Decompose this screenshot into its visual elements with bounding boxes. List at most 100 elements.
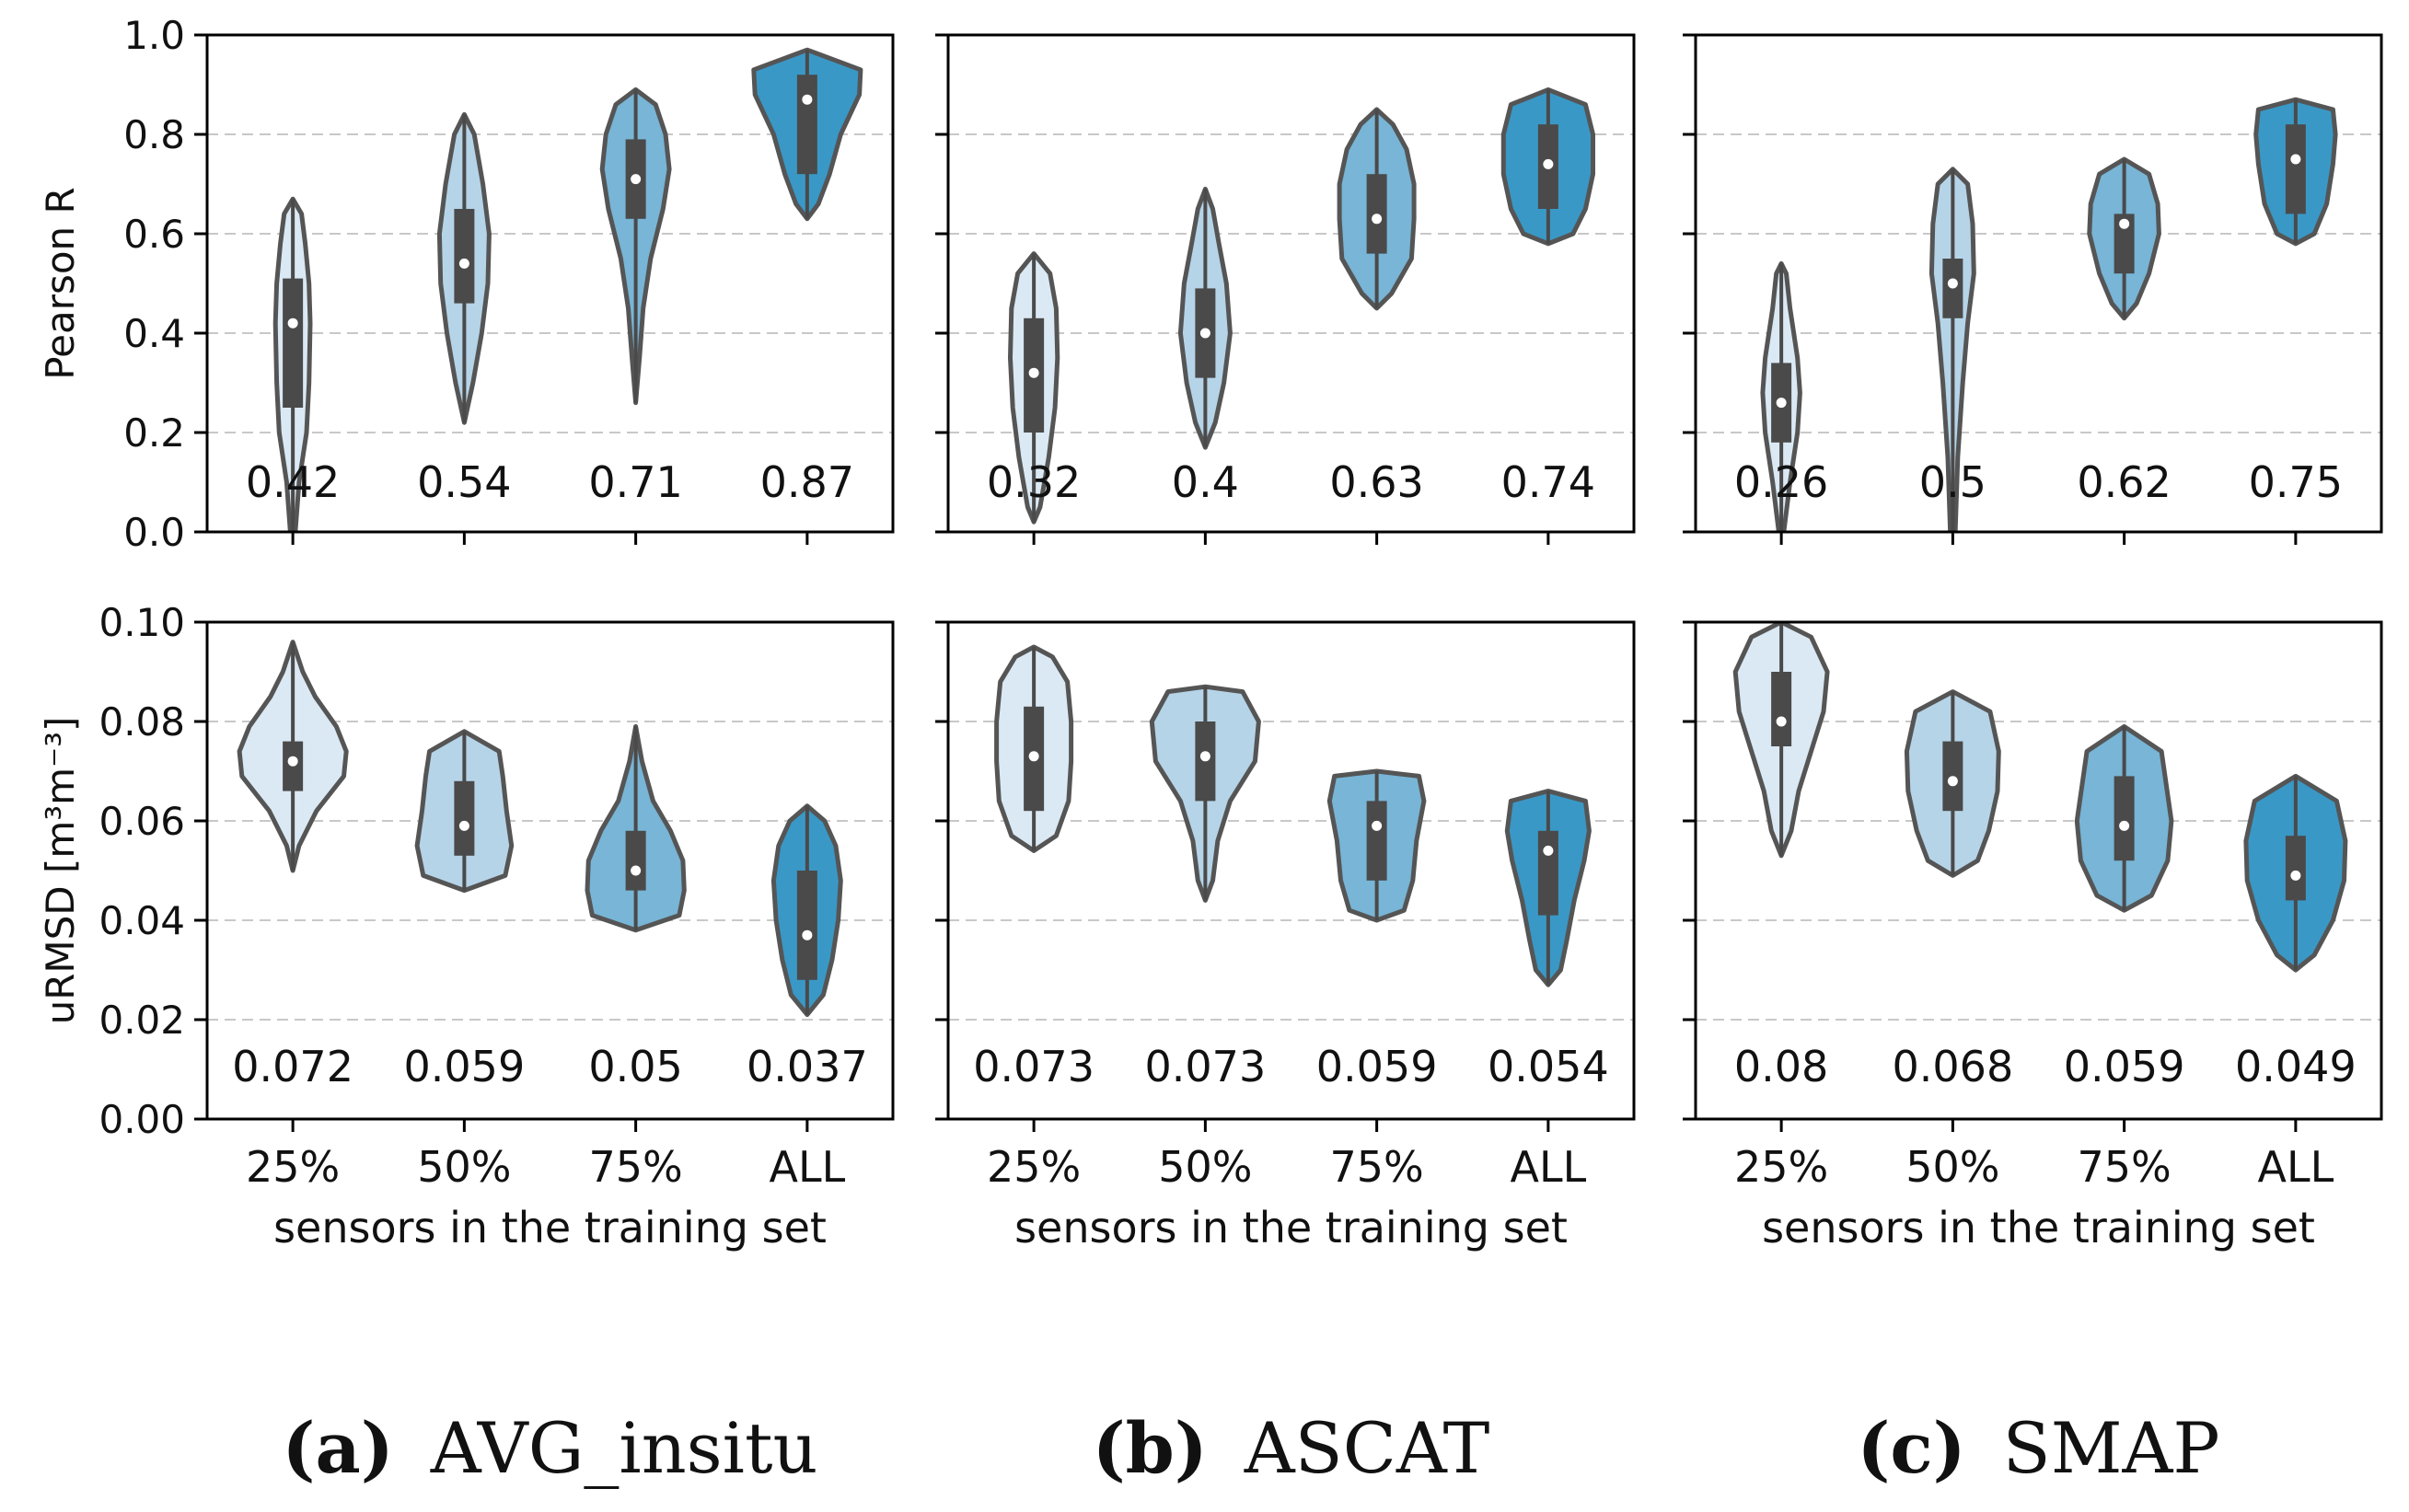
panel-2-urmsd-axes: 0.08 0.068 0.059 0.049 [1683,620,2383,1132]
axes-frame [946,33,1636,534]
x-tick-label: 25% [246,1142,340,1192]
median-dot-50% [458,258,469,269]
median-dot-75% [1372,214,1383,225]
violins-1-urmsd [994,644,1592,987]
median-dot-50% [1947,278,1958,289]
value-label: 0.62 [2077,457,2171,507]
median-dot-25% [1028,367,1039,378]
x-tick-label: 25% [987,1142,1081,1192]
x-axis-label: sensors in the training set [273,1203,827,1252]
y-tick-label: 0.10 [98,600,185,645]
y-tick-label: 0.4 [123,311,185,356]
violins-1-pearson [1008,87,1595,525]
panel-0-pearson-axes: 0.42 0.54 0.71 0.87 0.0 0.2 0.4 0.6 0.8 1.0 Pearso… [38,13,895,555]
median-dot-ALL [1543,158,1554,169]
panel-2-pearson-axes: 0.26 0.5 0.62 0.75 [1683,33,2383,545]
x-tick-label: 50% [1158,1142,1252,1192]
panel-caption-letter: (a) [283,1407,394,1489]
y-tick-label: 0.6 [123,212,185,257]
panel-1-pearson-axes: 0.32 0.4 0.63 0.74 [935,33,1636,545]
x-tick-label: ALL [2258,1142,2334,1192]
panel-caption: (b) ASCAT [1093,1407,1490,1489]
median-dot-50% [1947,776,1958,787]
value-label: 0.05 [588,1042,682,1091]
iqr-box-25% [1771,672,1792,746]
violins-2-urmsd [1732,622,2348,973]
median-dot-50% [1199,751,1210,762]
value-label: 0.42 [246,457,340,507]
y-axis-label-urmsd: uRMSD [m³m⁻³] [38,717,83,1025]
y-tick-label: 0.2 [123,410,185,456]
x-tick-label: ALL [1511,1142,1587,1192]
median-dot-25% [1028,751,1039,762]
axes-frame [946,620,1636,1121]
value-label: 0.87 [760,457,854,507]
value-label: 0.63 [1329,457,1423,507]
axes-frame [1694,620,2383,1121]
value-label: 0.5 [1919,457,1986,507]
violins-2-pearson [1760,97,2338,532]
iqr-box-75% [2114,776,2135,861]
value-label: 0.32 [987,457,1081,507]
median-dot-75% [1372,820,1383,831]
panel-caption: (c) SMAP [1857,1407,2219,1489]
panel-0-urmsd-axes: 0.072 0.059 0.05 0.037 0.00 0.02 0.04 0.06 0.08 0… [38,600,895,1142]
iqr-box-50% [454,209,475,304]
median-dot-25% [287,756,298,767]
value-label: 0.073 [973,1042,1094,1091]
value-label: 0.71 [588,457,682,507]
x-tick-label: 75% [589,1142,683,1192]
value-label: 0.049 [2235,1042,2357,1091]
median-dot-75% [631,865,642,876]
iqr-box-50% [454,780,475,856]
value-label: 0.072 [232,1042,353,1091]
value-label: 0.059 [404,1042,526,1091]
y-tick-label: 0.04 [98,898,185,943]
value-label: 0.059 [1316,1042,1438,1091]
iqr-box-ALL [796,871,817,980]
value-label: 0.75 [2249,457,2343,507]
iqr-box-75% [2114,214,2135,274]
x-tick-label: 75% [2078,1142,2172,1192]
panel-caption-letter: (c) [1857,1407,1965,1489]
panel-caption: (a) AVG_insitu [283,1407,818,1489]
y-tick-label: 0.02 [98,998,185,1043]
value-label: 0.037 [747,1042,868,1091]
iqr-box-25% [283,278,304,408]
panel-1-urmsd-axes: 0.073 0.073 0.059 0.054 [935,620,1636,1132]
value-label: 0.74 [1501,457,1595,507]
value-label: 0.073 [1145,1042,1267,1091]
x-tick-label: 75% [1330,1142,1424,1192]
median-dot-75% [2119,218,2130,229]
median-dot-ALL [802,929,813,941]
axes-frame [205,33,895,534]
value-label: 0.08 [1734,1042,1828,1091]
median-dot-ALL [1543,845,1554,856]
value-label: 0.54 [417,457,511,507]
y-tick-label: 0.0 [123,510,185,555]
iqr-box-ALL [796,75,817,175]
y-tick-label: 0.08 [98,699,185,744]
median-dot-50% [458,820,469,831]
y-tick-label: 1.0 [123,13,185,58]
median-dot-25% [1776,716,1787,727]
iqr-box-ALL [2285,836,2306,901]
x-tick-label: ALL [770,1142,846,1192]
median-dot-25% [287,317,298,329]
x-axis-label: sensors in the training set [1014,1203,1568,1252]
y-tick-label: 0.8 [123,112,185,157]
median-dot-ALL [2290,154,2301,165]
x-tick-label: 50% [417,1142,511,1192]
iqr-box-75% [1366,801,1387,881]
value-label: 0.26 [1734,457,1828,507]
median-dot-ALL [2290,870,2301,881]
median-dot-75% [2119,820,2130,831]
value-label: 0.059 [2064,1042,2185,1091]
iqr-box-ALL [2285,124,2306,214]
x-tick-label: 25% [1734,1142,1828,1192]
y-tick-label: 0.00 [98,1097,185,1142]
axes-frame [205,620,895,1121]
x-axis-label: sensors in the training set [1762,1203,2315,1252]
violins-0-urmsd [237,640,843,1018]
